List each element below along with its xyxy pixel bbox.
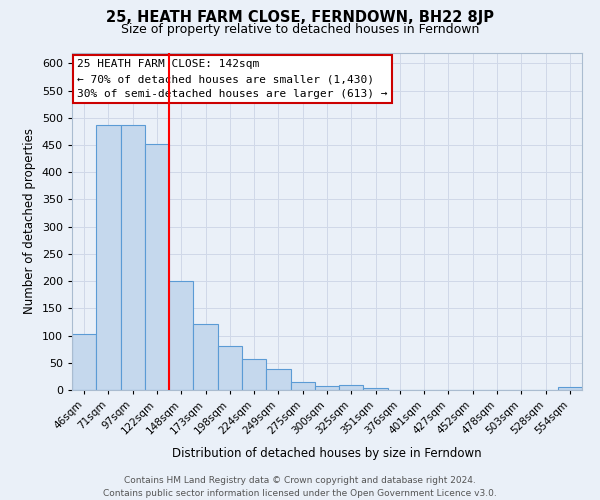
Bar: [145, 144, 169, 390]
X-axis label: Distribution of detached houses by size in Ferndown: Distribution of detached houses by size …: [172, 447, 482, 460]
Bar: [96, 125, 121, 390]
Bar: [72, 334, 96, 390]
Text: 25, HEATH FARM CLOSE, FERNDOWN, BH22 8JP: 25, HEATH FARM CLOSE, FERNDOWN, BH22 8JP: [106, 10, 494, 25]
Text: 25 HEATH FARM CLOSE: 142sqm
← 70% of detached houses are smaller (1,430)
30% of : 25 HEATH FARM CLOSE: 142sqm ← 70% of det…: [77, 59, 388, 99]
Y-axis label: Number of detached properties: Number of detached properties: [23, 128, 36, 314]
Text: Size of property relative to detached houses in Ferndown: Size of property relative to detached ho…: [121, 22, 479, 36]
Bar: [218, 346, 242, 390]
Bar: [339, 384, 364, 390]
Bar: [558, 388, 582, 390]
Bar: [364, 388, 388, 390]
Bar: [169, 281, 193, 390]
Bar: [121, 125, 145, 390]
Bar: [242, 359, 266, 390]
Bar: [315, 386, 339, 390]
Text: Contains HM Land Registry data © Crown copyright and database right 2024.
Contai: Contains HM Land Registry data © Crown c…: [103, 476, 497, 498]
Bar: [266, 369, 290, 390]
Bar: [290, 382, 315, 390]
Bar: [193, 324, 218, 390]
